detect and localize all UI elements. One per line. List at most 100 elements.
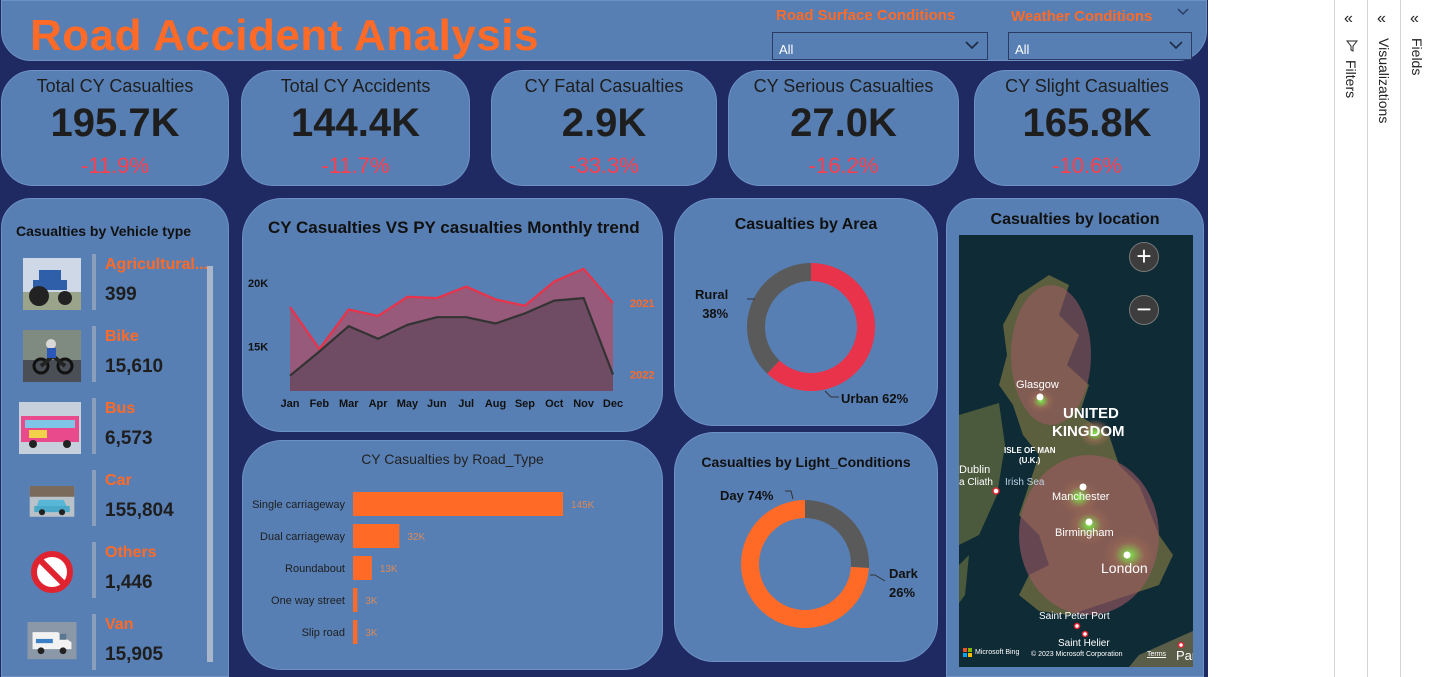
kpi-change: -33.3% xyxy=(569,153,639,178)
filter-icon xyxy=(1346,40,1358,52)
kpi-value: 165.8K xyxy=(1022,101,1152,145)
light-chart-title: Casualties by Light_Conditions xyxy=(701,454,911,470)
map-label-birmingham: Birmingham xyxy=(1055,527,1114,539)
road-surface-slicer-label: Road Surface Conditions xyxy=(776,7,956,24)
kpi-change: -11.7% xyxy=(321,153,390,178)
vehicle-row-divider xyxy=(92,326,96,382)
vehicle-count: 1,446 xyxy=(105,572,153,593)
kpi-value: 195.7K xyxy=(50,101,180,145)
kpi-title: Total CY Accidents xyxy=(280,76,431,96)
road-type-value-label: 32K xyxy=(407,532,425,543)
expand-chevron-icon[interactable]: « xyxy=(1377,10,1386,27)
map-label-dublin: Dublin xyxy=(959,464,991,476)
car-icon xyxy=(29,486,75,517)
expand-chevron-icon[interactable]: « xyxy=(1410,10,1419,27)
area-donut-chart xyxy=(747,263,875,398)
prohibited-icon xyxy=(31,551,73,593)
y-tick-label: 20K xyxy=(248,278,268,290)
collapse-chevron-icon[interactable] xyxy=(1176,6,1190,18)
x-tick-label: Aug xyxy=(485,398,506,410)
visualizations-pane-label: Visualizations xyxy=(1376,38,1392,124)
kpi-card-total-accidents: Total CY Accidents 144.4K -11.7% xyxy=(241,70,470,186)
motorbike-icon xyxy=(23,330,81,382)
road-type-value-label: 3K xyxy=(365,628,378,639)
kpi-card-serious-casualties: CY Serious Casualties 27.0K -16.2% xyxy=(728,70,959,186)
road-type-value-label: 3K xyxy=(365,596,378,607)
vehicle-row[interactable]: Others 1,446 xyxy=(2,542,202,604)
vehicle-type-card: Casualties by Vehicle type Agricultural.… xyxy=(1,198,229,677)
road-type-bar xyxy=(353,588,358,612)
x-tick-label: Mar xyxy=(339,398,359,410)
chevron-down-icon xyxy=(965,41,979,50)
uk-map[interactable]: + − Glasgow UNITED KINGDOM ISLE OF MAN (… xyxy=(959,235,1193,667)
x-tick-label: Nov xyxy=(573,398,595,410)
map-terms-link[interactable]: Terms xyxy=(1147,651,1167,658)
road-type-card: CY Casualties by Road_Type Single carria… xyxy=(242,440,663,670)
series-label-2021: 2021 xyxy=(630,298,654,310)
road-type-bar xyxy=(353,620,358,644)
vehicle-list-scrollbar[interactable] xyxy=(207,266,213,662)
vehicle-row[interactable]: Bike 15,610 xyxy=(2,326,202,388)
road-type-bar xyxy=(353,524,400,548)
light-donut-chart xyxy=(741,490,886,628)
map-copyright: © 2023 Microsoft Corporation xyxy=(1031,651,1123,658)
road-type-label: Roundabout xyxy=(285,563,345,575)
vehicle-count: 15,610 xyxy=(105,356,164,377)
header-bar: Road Accident Analysis Road Surface Cond… xyxy=(1,0,1207,61)
fields-pane[interactable]: « Fields xyxy=(1400,0,1433,677)
map-bing-attribution: Microsoft Bing xyxy=(975,649,1020,656)
road-surface-dropdown[interactable]: All xyxy=(772,32,988,60)
vehicle-count: 6,573 xyxy=(105,428,153,449)
vehicle-name: Agricultural... xyxy=(105,256,209,273)
vehicle-count: 15,905 xyxy=(105,644,164,665)
fields-pane-label: Fields xyxy=(1409,38,1425,76)
weather-dropdown[interactable]: All xyxy=(1008,32,1192,60)
zoom-in-button[interactable]: + xyxy=(1129,242,1159,272)
map-land-layer xyxy=(959,275,1193,667)
kpi-change: -11.9% xyxy=(80,153,150,178)
filters-pane[interactable]: « Filters xyxy=(1334,0,1367,677)
vehicle-row-divider xyxy=(92,470,96,526)
x-tick-label: Jan xyxy=(281,398,300,410)
kpi-value: 27.0K xyxy=(790,101,897,145)
road-type-chart: Single carriageway 145K Dual carriageway 32… xyxy=(252,492,595,644)
map-label-uk-line1: UNITED xyxy=(1063,405,1119,422)
kpi-card-slight-casualties: CY Slight Casualties 165.8K -10.6% xyxy=(974,70,1200,186)
vehicle-row[interactable]: Car 155,804 xyxy=(2,470,202,532)
kpi-title: CY Fatal Casualties xyxy=(524,76,684,96)
kpi-value: 144.4K xyxy=(291,101,420,145)
map-label-isle-of-man: ISLE OF MAN xyxy=(1004,446,1056,455)
map-label-uk-line2: KINGDOM xyxy=(1052,423,1125,440)
vehicle-name: Van xyxy=(105,616,134,633)
dark-label-name: Dark xyxy=(889,566,918,581)
visualizations-pane[interactable]: « Visualizations xyxy=(1367,0,1400,677)
monthly-trend-chart: 2021 2022 Jan Feb Mar Apr May Jun Jul Aug Sep Oct No… xyxy=(248,267,654,410)
vehicle-row-divider xyxy=(92,254,96,310)
area-card: Casualties by Area Rural 38% Urban 62% xyxy=(674,198,938,426)
vehicle-row-divider xyxy=(92,542,96,598)
vehicle-row[interactable]: Van 15,905 xyxy=(2,614,202,676)
x-tick-label: Dec xyxy=(603,398,623,410)
vehicle-row-divider xyxy=(92,614,96,670)
vehicle-name: Car xyxy=(105,472,132,489)
day-leader-line xyxy=(785,490,794,500)
vehicle-name: Bike xyxy=(105,328,139,345)
expand-chevron-icon[interactable]: « xyxy=(1344,10,1353,27)
vehicle-type-title: Casualties by Vehicle type xyxy=(16,223,192,239)
vehicle-count: 155,804 xyxy=(105,500,174,521)
x-tick-label: Jul xyxy=(458,398,474,410)
map-label-manchester: Manchester xyxy=(1052,491,1110,503)
x-tick-label: Apr xyxy=(369,398,389,410)
kpi-change: -16.2% xyxy=(808,153,879,178)
donut-slice-rural xyxy=(747,263,811,374)
trend-line-2021 xyxy=(289,267,614,351)
vehicle-row[interactable]: Agricultural... 399 xyxy=(2,254,208,316)
road-type-chart-title: CY Casualties by Road_Type xyxy=(361,451,544,467)
zoom-out-button[interactable]: − xyxy=(1129,295,1159,325)
light-conditions-card: Casualties by Light_Conditions Day 74% D… xyxy=(674,432,938,662)
x-tick-label: Jun xyxy=(427,398,447,410)
road-surface-dropdown-value: All xyxy=(779,42,794,57)
dark-leader-line xyxy=(870,574,886,582)
kpi-change: -10.6% xyxy=(1052,153,1122,178)
vehicle-row[interactable]: Bus 6,573 xyxy=(2,398,202,460)
